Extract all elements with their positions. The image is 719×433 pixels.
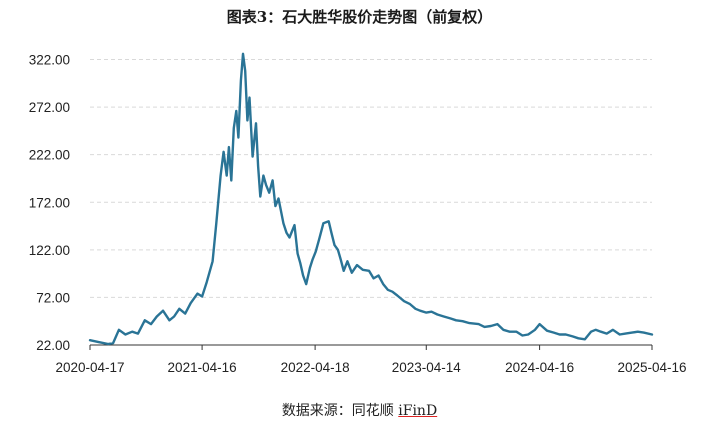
x-axis: [89, 344, 653, 350]
x-tick-label: 2020-04-17: [55, 360, 124, 375]
price-line: [88, 52, 654, 346]
y-tick-label: 122.00: [29, 243, 70, 258]
y-tick-label: 272.00: [29, 100, 70, 115]
x-tick-label: 2024-04-16: [505, 360, 574, 375]
y-tick-label: 322.00: [29, 53, 70, 68]
x-tick-label: 2023-04-14: [392, 360, 462, 375]
y-tick-label: 222.00: [29, 148, 70, 163]
source-brand: iFinD: [398, 403, 438, 419]
x-tick-label: 2025-04-16: [617, 360, 686, 375]
source-prefix: 数据来源：同花顺: [281, 403, 399, 419]
y-tick-label: 172.00: [29, 195, 70, 210]
y-tick-label: 22.00: [36, 338, 70, 353]
x-tick-label: 2022-04-18: [281, 360, 350, 375]
chart-title: 图表3：石大胜华股价走势图（前复权）: [226, 8, 493, 26]
y-axis-ticks: 22.00 72.00 122.00 172.00 222.00 272.00 322.00: [29, 53, 70, 353]
y-tick-label: 72.00: [36, 290, 70, 305]
data-source-note: 数据来源：同花顺 iFinD: [0, 400, 719, 420]
x-axis-ticks: 2020-04-17 2021-04-16 2022-04-18 2023-04-14…: [55, 360, 686, 375]
x-tick-label: 2021-04-16: [168, 360, 237, 375]
grid-lines: [90, 59, 652, 298]
price-series: [88, 52, 654, 346]
